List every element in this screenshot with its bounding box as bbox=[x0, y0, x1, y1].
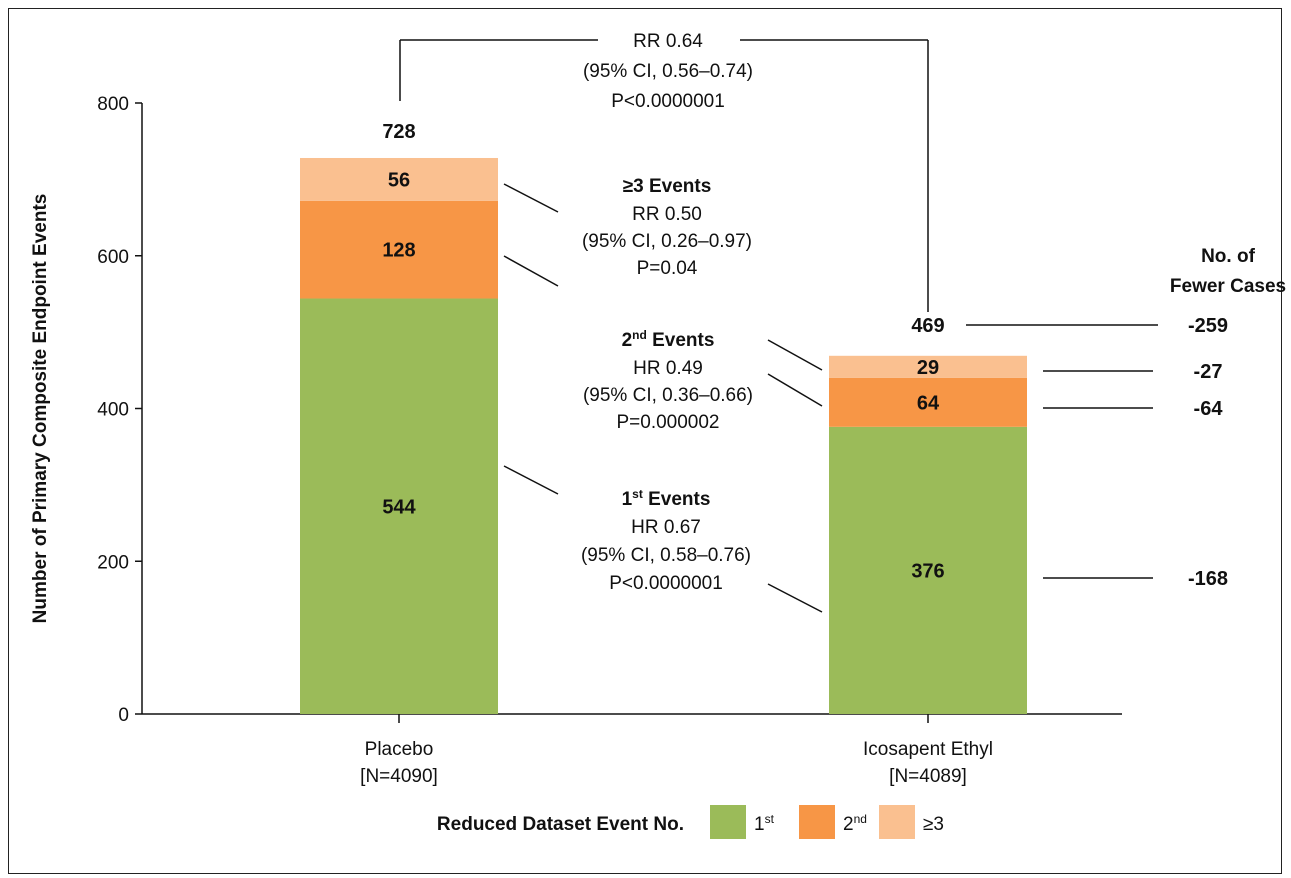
leader-line bbox=[767, 583, 823, 613]
y-axis-title: Number of Primary Composite Endpoint Eve… bbox=[30, 194, 51, 624]
annotation-title: ≥3 Events bbox=[623, 176, 712, 197]
annotation-line: P=0.000002 bbox=[616, 412, 719, 433]
x-tick-label: Placebo bbox=[365, 739, 434, 760]
legend-label: 2nd bbox=[843, 812, 867, 835]
bar-segment bbox=[829, 377, 1027, 427]
fewer-cases-value: -27 bbox=[1194, 361, 1223, 383]
y-tick-label: 800 bbox=[97, 94, 129, 115]
data-label: 64 bbox=[917, 392, 940, 414]
overall-stat: RR 0.64 bbox=[633, 31, 703, 52]
bar-segment bbox=[300, 157, 498, 201]
annotation-line: HR 0.49 bbox=[633, 358, 703, 379]
bars: 544 128 56 376 64 29 bbox=[300, 157, 1027, 714]
annotation-line: RR 0.50 bbox=[632, 204, 702, 225]
total-label: 728 bbox=[382, 121, 415, 143]
fewer-cases-header: No. of bbox=[1201, 246, 1255, 267]
fewer-cases-value: -64 bbox=[1194, 398, 1224, 420]
leader-line bbox=[503, 465, 559, 495]
data-label: 376 bbox=[911, 560, 944, 582]
x-tick-label: [N=4090] bbox=[360, 766, 438, 787]
bar-segment bbox=[300, 200, 498, 299]
data-label: 128 bbox=[382, 240, 415, 262]
overall-stat: P<0.0000001 bbox=[611, 91, 725, 112]
annotation-line: (95% CI, 0.26–0.97) bbox=[582, 231, 752, 252]
legend-swatch bbox=[799, 805, 835, 839]
axes: 0 200 400 600 800 Number of Primary Composite… bbox=[30, 94, 1122, 787]
legend-swatch bbox=[710, 805, 746, 839]
annotations: 728 469 RR 0.64 (95% CI, 0.56–0.74) P<0.0000… bbox=[382, 31, 1286, 613]
y-tick-label: 200 bbox=[97, 552, 129, 573]
annotation-title: 2nd Events bbox=[622, 328, 715, 351]
annotation-line: P<0.0000001 bbox=[609, 573, 723, 594]
x-tick-label: [N=4089] bbox=[889, 766, 967, 787]
bar-segment bbox=[829, 426, 1027, 714]
legend: Reduced Dataset Event No. 1st 2nd ≥3 bbox=[437, 805, 944, 839]
annotation-title: 1st Events bbox=[622, 487, 711, 510]
annotation-line: P=0.04 bbox=[637, 258, 698, 279]
data-label: 29 bbox=[917, 357, 939, 379]
leader-line bbox=[503, 183, 559, 213]
x-tick-label: Icosapent Ethyl bbox=[863, 739, 993, 760]
annotation-line: (95% CI, 0.36–0.66) bbox=[583, 385, 753, 406]
y-tick-label: 600 bbox=[97, 247, 129, 268]
legend-label: 1st bbox=[754, 812, 775, 835]
leader-line bbox=[767, 373, 823, 407]
fewer-cases-header: Fewer Cases bbox=[1170, 276, 1286, 297]
leader-line bbox=[503, 255, 559, 287]
leader-line bbox=[767, 339, 823, 371]
total-label: 469 bbox=[911, 315, 944, 337]
chart-frame bbox=[8, 8, 1282, 874]
fewer-cases-value: -259 bbox=[1188, 315, 1228, 337]
overall-stat: (95% CI, 0.56–0.74) bbox=[583, 61, 753, 82]
bar-segment bbox=[829, 355, 1027, 378]
legend-label: ≥3 bbox=[923, 814, 944, 835]
legend-title: Reduced Dataset Event No. bbox=[437, 814, 684, 835]
data-label: 56 bbox=[388, 169, 410, 191]
bar-segment bbox=[300, 298, 498, 714]
annotation-line: (95% CI, 0.58–0.76) bbox=[581, 545, 751, 566]
legend-swatch bbox=[879, 805, 915, 839]
fewer-cases-value: -168 bbox=[1188, 568, 1228, 590]
y-tick-label: 0 bbox=[118, 705, 129, 726]
data-label: 544 bbox=[382, 496, 416, 518]
annotation-line: HR 0.67 bbox=[631, 517, 701, 538]
y-tick-label: 400 bbox=[97, 400, 129, 421]
